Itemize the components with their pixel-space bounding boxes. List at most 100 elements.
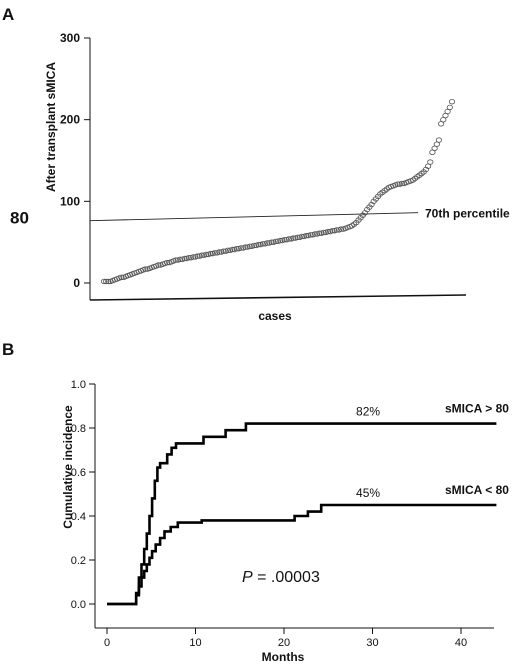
data-point — [448, 98, 456, 105]
data-point — [242, 244, 249, 250]
data-point — [281, 236, 288, 243]
data-point — [172, 257, 179, 263]
series-end-label-smica-below-80: 45% — [356, 486, 380, 500]
panel-b-y-tick-label: 0.2 — [71, 555, 86, 567]
panel-b-y-tick-label: 0.4 — [71, 511, 86, 523]
p-value-symbol: P — [242, 569, 253, 586]
panel-b-x-tick-label: 10 — [189, 637, 201, 649]
data-point — [414, 174, 421, 180]
panel-a-y-axis-label: After transplant sMICA — [44, 62, 58, 192]
data-point — [100, 278, 108, 285]
panel-b-x-ticks: 0 10 20 30 40 — [104, 628, 467, 649]
data-point — [224, 247, 232, 253]
data-point — [259, 241, 266, 247]
series-name-smica-above-80: sMICA > 80 — [445, 402, 509, 416]
panel-a-x-axis-line — [89, 294, 467, 301]
data-point — [320, 229, 327, 236]
data-point — [211, 250, 218, 256]
data-point — [303, 232, 310, 239]
data-point — [220, 248, 227, 254]
data-point — [350, 221, 358, 227]
data-point — [277, 237, 284, 244]
series-name-smica-below-80: sMICA < 80 — [445, 483, 509, 497]
data-point — [333, 227, 340, 233]
p-value-text: = .00003 — [253, 569, 320, 586]
panel-a: A After transplant sMICA cases 0 100 200 30… — [2, 5, 510, 323]
panel-a-y-ticks: 0 100 200 300 — [60, 31, 90, 290]
panel-a-label: A — [2, 5, 14, 24]
data-point — [255, 241, 262, 248]
data-point — [203, 251, 210, 258]
data-point — [185, 255, 192, 261]
data-point — [435, 137, 442, 143]
data-point — [348, 223, 355, 229]
data-point — [164, 259, 171, 266]
data-point — [329, 227, 336, 234]
data-point — [377, 191, 384, 197]
data-point — [246, 243, 253, 249]
data-point — [409, 177, 416, 183]
panel-b-y-ticks: 0.0 0.2 0.4 0.6 0.8 1.0 — [71, 379, 95, 611]
data-point — [216, 249, 223, 255]
panel-b-y-tick-label: 1.0 — [71, 379, 86, 391]
data-point — [394, 181, 401, 187]
panel-b: B Cumulative incidence Months 0.00.20.40… — [2, 340, 509, 664]
data-point — [337, 226, 345, 232]
data-point — [294, 234, 301, 240]
data-point — [237, 245, 245, 251]
data-point — [207, 250, 214, 257]
p-value-annotation: P = .00003 — [242, 569, 320, 586]
data-point — [411, 175, 419, 182]
panel-a-points — [100, 98, 456, 285]
data-point — [416, 172, 423, 178]
reference-line-value-label: 80 — [10, 209, 29, 228]
data-point — [383, 186, 390, 192]
reference-line-70th-percentile — [89, 212, 419, 222]
panel-b-x-tick-label: 0 — [104, 637, 110, 649]
data-point — [446, 104, 453, 111]
data-point — [268, 239, 275, 245]
data-point — [198, 252, 205, 258]
data-point — [290, 235, 297, 241]
panel-b-x-axis-label: Months — [262, 650, 305, 664]
panel-a-x-axis-label: cases — [258, 309, 292, 323]
data-point — [251, 242, 258, 249]
panel-b-y-tick-label: 0.0 — [71, 599, 86, 611]
data-point — [307, 232, 314, 238]
data-point — [155, 262, 162, 268]
panel-b-x-tick-label: 30 — [366, 637, 378, 649]
data-point — [263, 240, 271, 246]
data-point — [398, 180, 406, 187]
panel-a-y-tick-label: 300 — [60, 31, 80, 45]
data-point — [418, 170, 425, 177]
panel-a-y-tick-label: 100 — [60, 194, 80, 208]
panel-b-x-tick-label: 20 — [278, 637, 290, 649]
data-point — [381, 187, 388, 194]
data-point — [194, 253, 201, 259]
panel-b-x-tick-label: 40 — [455, 637, 467, 649]
data-point — [324, 228, 332, 235]
data-point — [190, 254, 197, 260]
data-point — [181, 255, 188, 262]
reference-line-label: 70th percentile — [425, 207, 510, 221]
data-point — [285, 236, 292, 242]
panel-b-y-tick-label: 0.8 — [71, 423, 86, 435]
series-line-smica-above-80 — [107, 422, 497, 606]
data-point — [379, 189, 386, 195]
data-point — [229, 246, 236, 253]
data-point — [233, 245, 240, 252]
panel-b-label: B — [2, 340, 14, 359]
data-point — [311, 231, 319, 237]
data-point — [142, 266, 149, 272]
panel-b-y-tick-label: 0.6 — [71, 467, 86, 479]
data-point — [177, 256, 184, 262]
data-point — [298, 233, 305, 240]
data-point — [272, 238, 279, 244]
series-line-smica-below-80 — [107, 503, 497, 606]
data-point — [427, 159, 434, 165]
panel-a-y-tick-label: 0 — [73, 276, 80, 290]
data-point — [118, 274, 125, 280]
panel-a-y-tick-label: 200 — [60, 113, 80, 127]
data-point — [105, 278, 112, 285]
